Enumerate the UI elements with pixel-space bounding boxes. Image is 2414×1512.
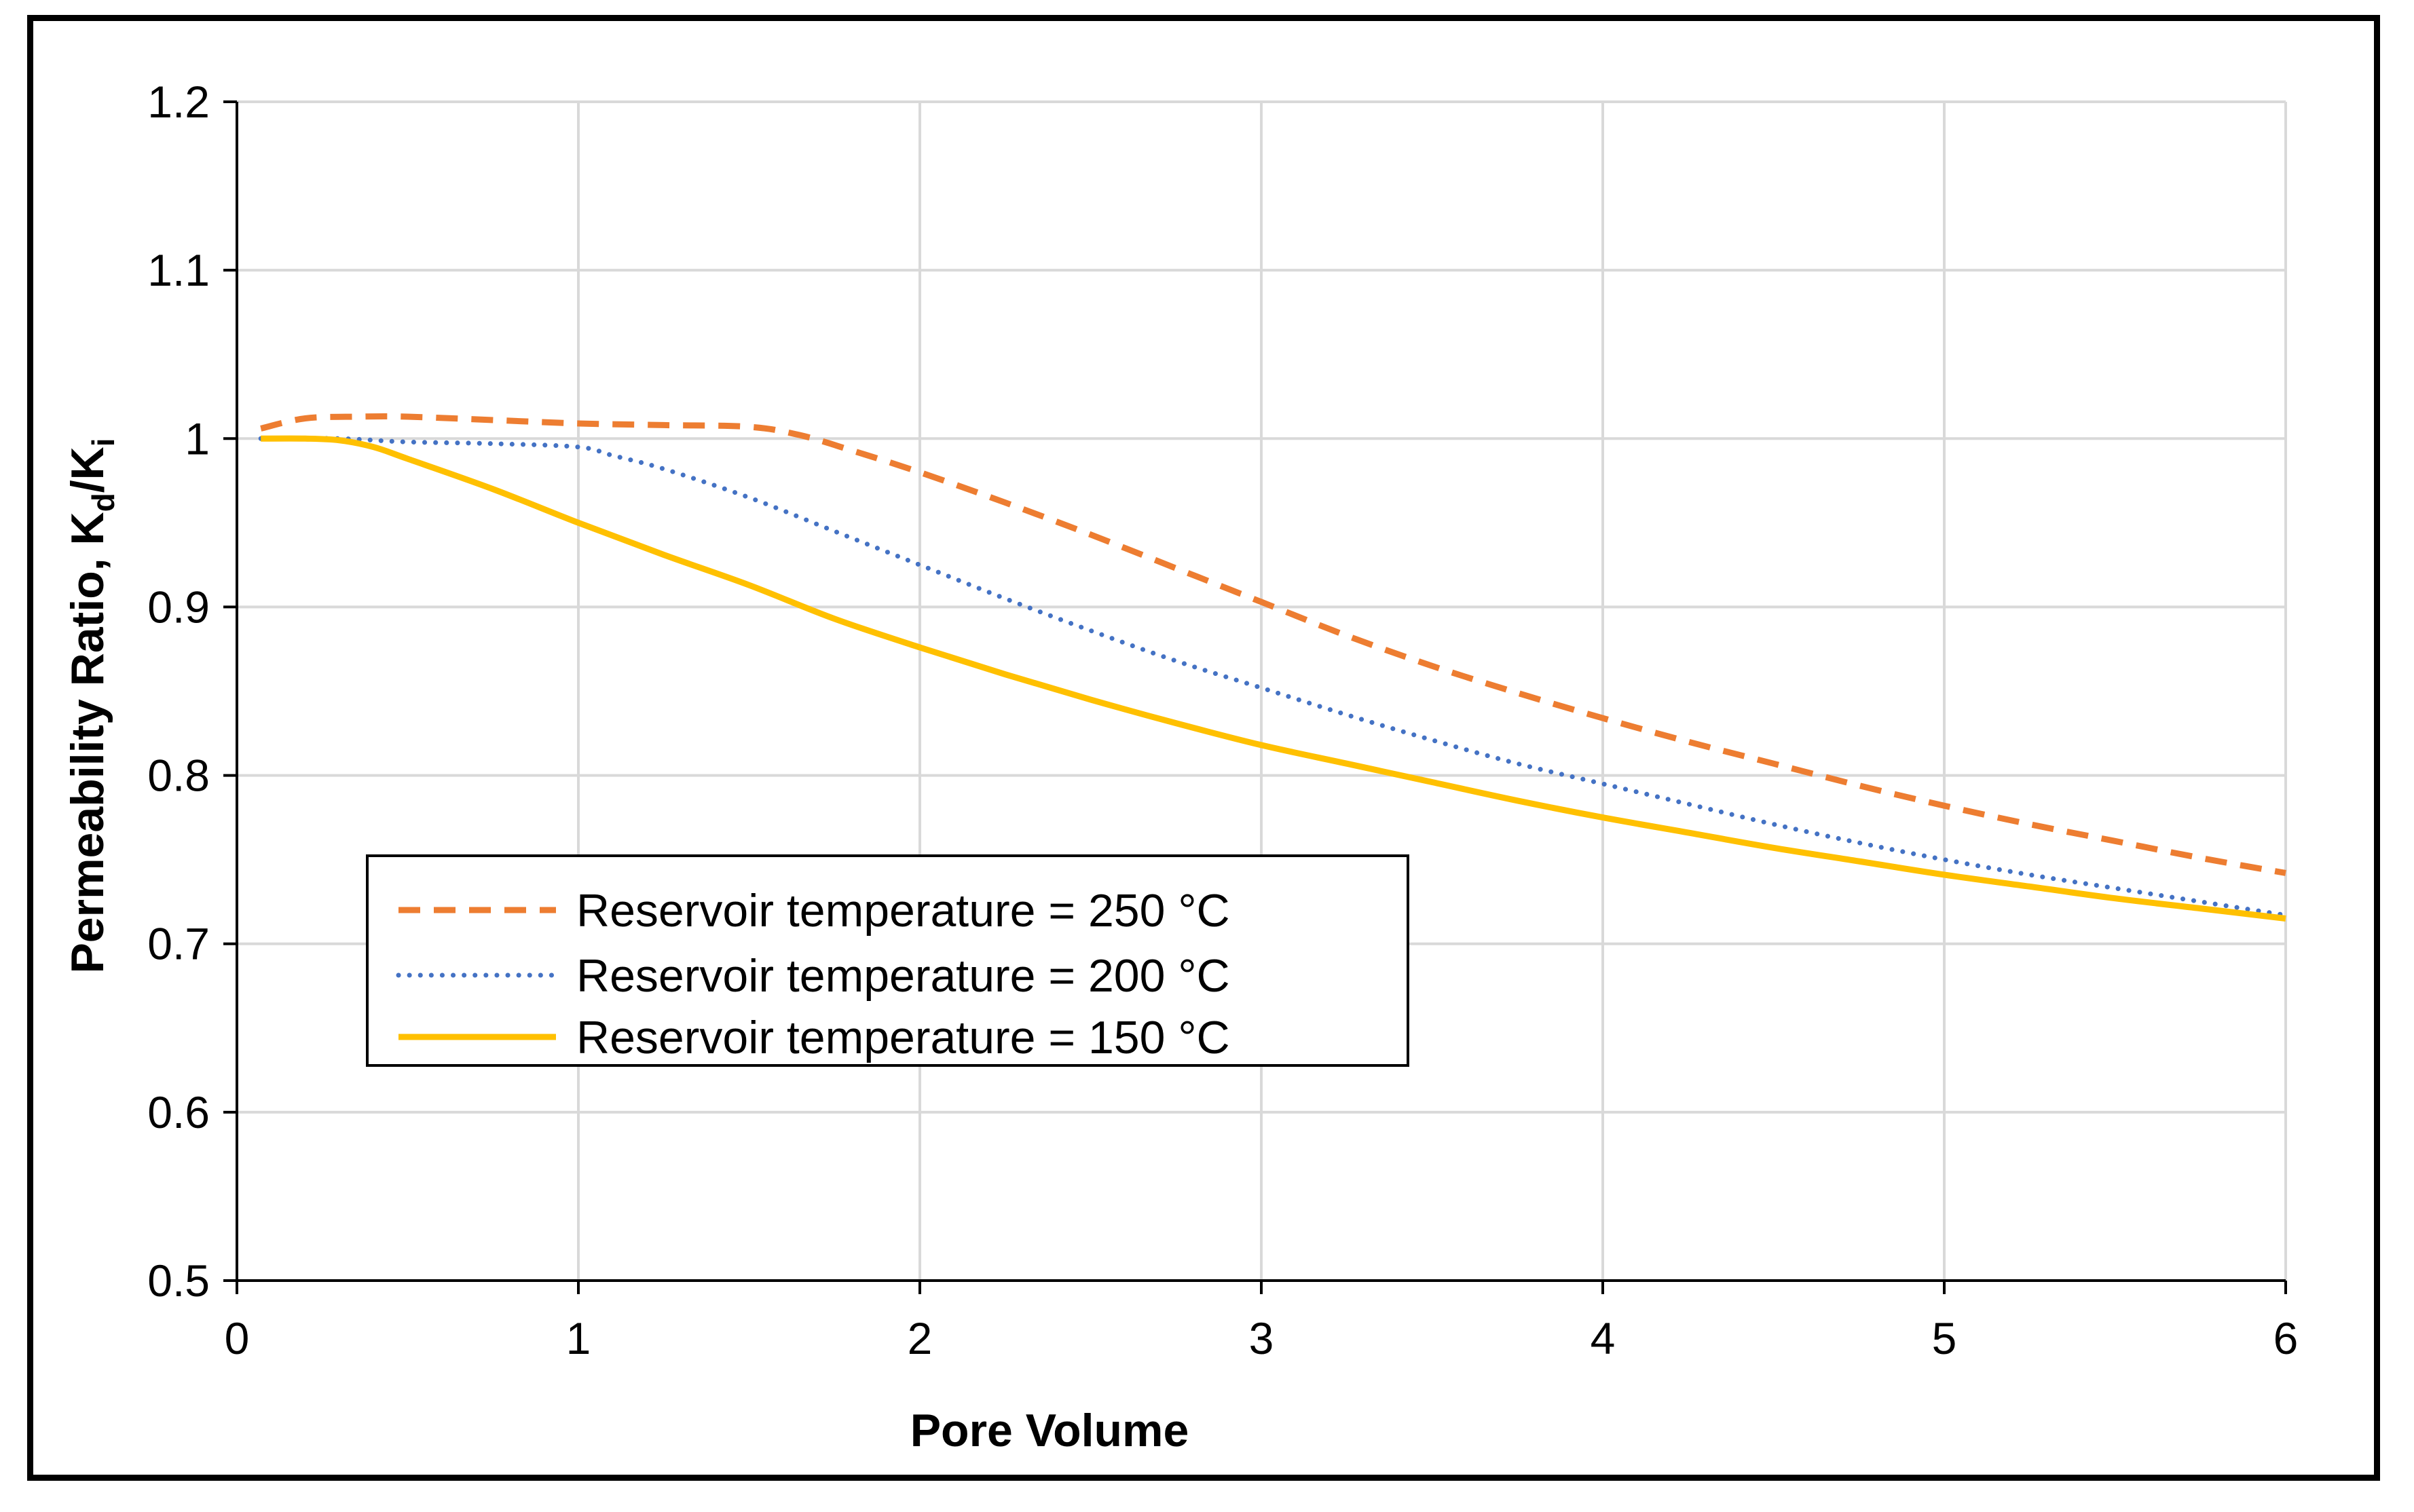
y-axis-title-slash: /K xyxy=(62,447,113,493)
y-tick-label: 0.8 xyxy=(147,751,210,801)
y-tick-label: 0.6 xyxy=(147,1087,210,1137)
legend-label-150c: Reservoir temperature = 150 °C xyxy=(576,1012,1230,1063)
legend-box xyxy=(366,854,1409,1067)
legend-label-250c: Reservoir temperature = 250 °C xyxy=(576,885,1230,937)
y-axis-title-sub-i: i xyxy=(86,438,121,447)
series-line-150c xyxy=(261,435,2286,922)
y-tick-label: 0.5 xyxy=(147,1255,210,1306)
y-tick-label: 1.2 xyxy=(147,77,210,127)
x-tick-label: 4 xyxy=(1591,1313,1616,1363)
legend: Reservoir temperature = 250 °C Reservoir … xyxy=(366,854,1409,1067)
x-tick-label: 5 xyxy=(1932,1313,1957,1363)
series-line-250c xyxy=(260,413,2286,876)
chart-frame: 0 1 2 3 4 5 6 0.5 0.6 0.7 0.8 0.9 1 1.1 1.2 Pore Volum… xyxy=(27,15,2380,1481)
y-tick-label: 0.9 xyxy=(147,582,210,632)
x-axis-title: Pore Volume xyxy=(910,1405,1189,1456)
y-tick-label: 1.1 xyxy=(147,245,210,295)
series-lines xyxy=(258,413,2288,922)
x-tick-label: 6 xyxy=(2273,1313,2299,1363)
y-axis-title: Permeability Ratio, Kd/Ki xyxy=(62,438,121,973)
axes: 0 1 2 3 4 5 6 0.5 0.6 0.7 0.8 0.9 1 1.1 1.2 xyxy=(147,77,2298,1363)
x-tick-label: 2 xyxy=(908,1313,933,1363)
y-tick-label: 1 xyxy=(185,413,210,464)
series-line-200c xyxy=(258,436,2288,918)
y-tick-label: 0.7 xyxy=(147,919,210,969)
gridlines xyxy=(237,100,2287,1281)
x-tick-label: 0 xyxy=(225,1313,250,1363)
x-tick-label: 3 xyxy=(1249,1313,1274,1363)
y-axis-title-sub-d: d xyxy=(86,493,121,512)
x-tick-label: 1 xyxy=(566,1313,591,1363)
chart-canvas: 0 1 2 3 4 5 6 0.5 0.6 0.7 0.8 0.9 1 1.1 1.2 Pore Volum… xyxy=(62,77,2298,1456)
legend-label-200c: Reservoir temperature = 200 °C xyxy=(576,950,1230,1002)
y-axis-title-main: Permeability Ratio, K xyxy=(62,512,113,973)
